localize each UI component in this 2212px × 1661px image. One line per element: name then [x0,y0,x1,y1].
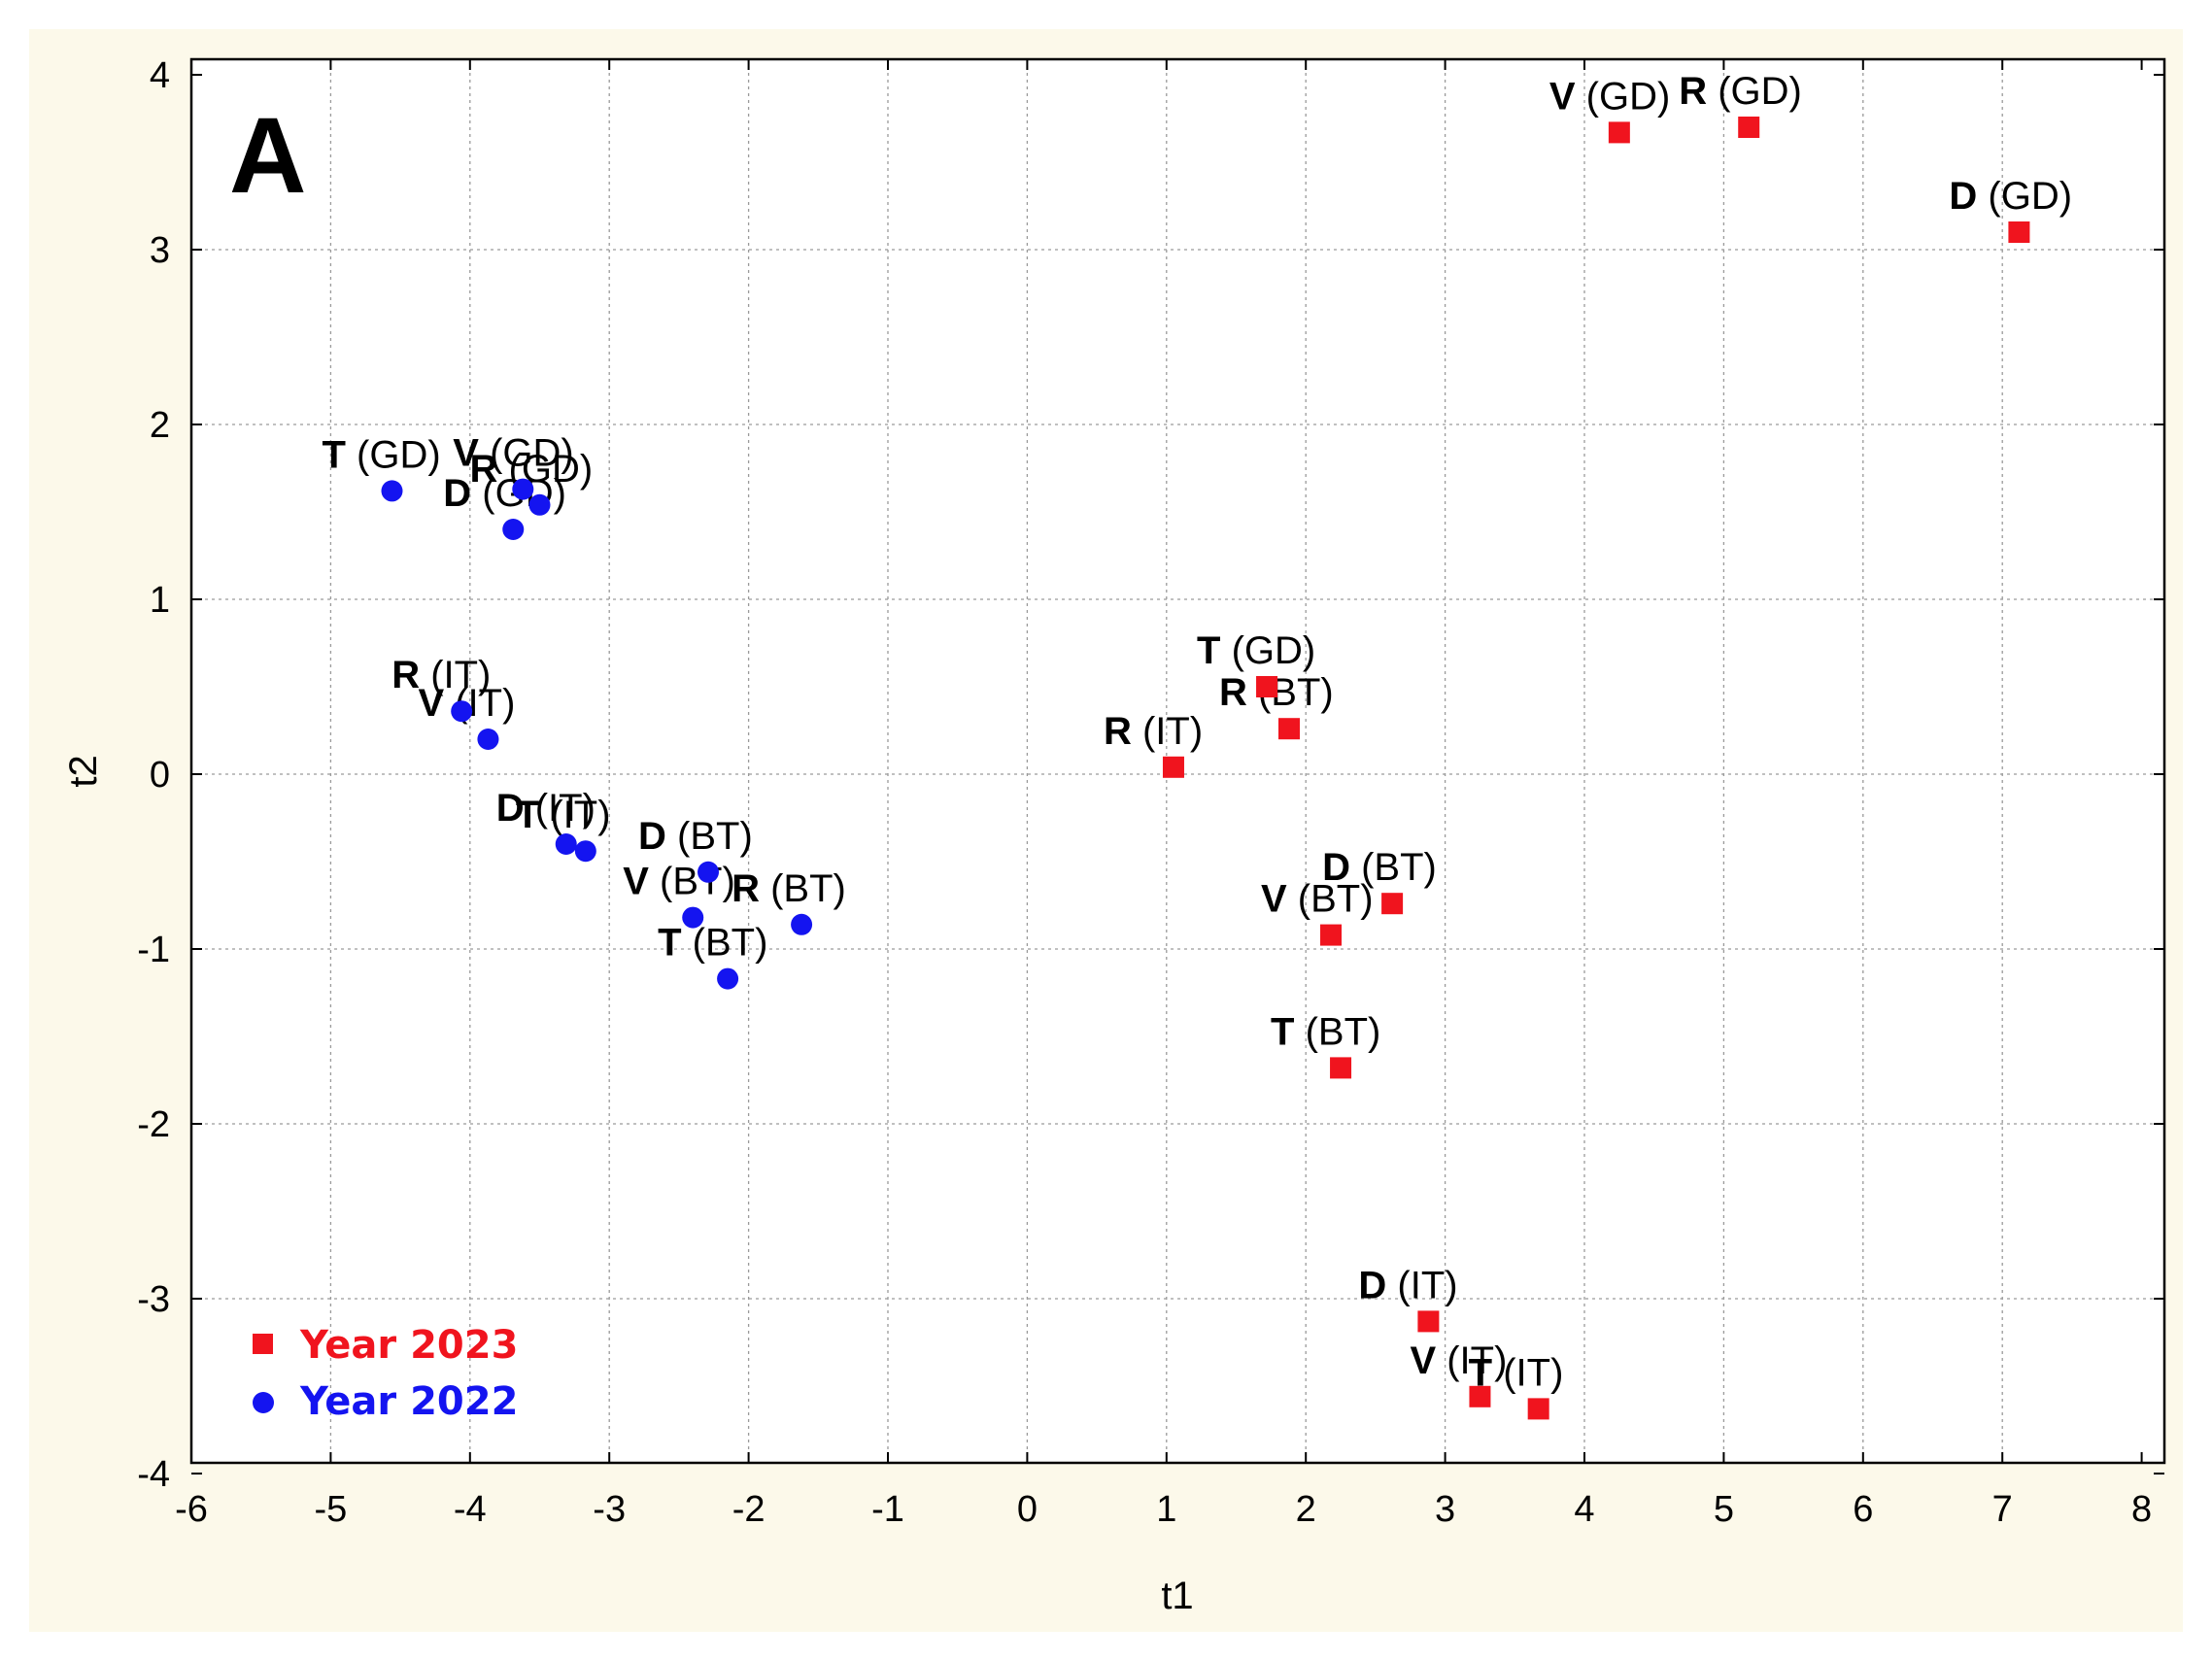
x-tick-label: 5 [1714,1489,1734,1530]
point-2022-r-it [451,700,473,723]
x-tick-label: 6 [1853,1489,1873,1530]
x-tick-label: 2 [1296,1489,1316,1530]
panel-label: A [229,96,306,216]
point-2022-t-it [574,840,596,863]
x-tick-label: -4 [454,1489,487,1530]
x-tick-label: -1 [871,1489,904,1530]
point-label-r-it: R (IT) [391,654,491,696]
legend: Year 2023 Year 2022 [253,1323,518,1424]
legend-marker-square [253,1334,273,1354]
point-label-v-gd: V (GD) [453,432,573,475]
x-tick-label: 4 [1574,1489,1594,1530]
point-2022-d-gd [502,519,525,540]
point-2023-t-it [1527,1398,1549,1420]
axis-ticks [190,59,2164,1475]
legend-label-year-2022: Year 2022 [299,1379,518,1424]
point-2022-r-bt [791,913,813,935]
y-tick-label: 3 [150,230,170,271]
x-tick-label: 3 [1435,1489,1455,1530]
x-tick-label: 8 [2131,1489,2152,1530]
point-2022-d-bt [698,861,720,883]
point-label-d-gd: D (GD) [1949,175,2072,218]
point-2023-v-gd [1608,121,1630,144]
point-label-t-bt: T (BT) [658,922,767,965]
x-tick-label: 1 [1156,1489,1176,1530]
x-tick-label: -6 [175,1489,208,1530]
point-label-r-gd: R (GD) [1679,70,1802,113]
y-axis-title: t2 [62,755,105,787]
y-tick-label: 0 [150,755,170,796]
point-label-t-gd: T (GD) [1197,629,1315,672]
point-2022-r-gd [528,493,551,516]
point-label-t-bt: T (BT) [1271,1010,1380,1053]
y-tick-label: -4 [137,1454,170,1495]
y-tick-label: -1 [137,930,170,970]
x-tick-label: -5 [315,1489,348,1530]
x-tick-label: 7 [1992,1489,2013,1530]
tick-labels: -6 -5 -4 -3 -2 -1 0 1 2 3 4 5 6 7 8 -4 -3 -2 -1 0 1 2 3 4 [137,55,2152,1530]
point-2022-v-it [477,729,499,750]
x-tick-label: -3 [593,1489,626,1530]
point-label-t-gd: T (GD) [322,433,440,476]
point-label-r-gd: R (GD) [470,448,594,491]
point-2023-t-gd [1256,676,1278,697]
point-2023-v-bt [1320,924,1343,946]
point-2023-v-it [1469,1385,1491,1407]
point-label-t-it: T (IT) [516,794,611,836]
point-2023-d-it [1417,1310,1440,1333]
x-axis-title: t1 [1161,1575,1193,1617]
x-tick-label: 0 [1017,1489,1038,1530]
y-tick-label: -3 [137,1279,170,1320]
point-label-d-it: D (IT) [496,787,596,830]
point-label-d-bt: D (BT) [638,815,753,858]
y-tick-label: -2 [137,1104,170,1145]
legend-marker-circle [253,1392,274,1413]
point-2023-d-bt [1381,893,1404,915]
point-2022-v-bt [682,906,704,929]
point-label-r-bt: R (BT) [732,867,846,910]
point-label-d-bt: D (BT) [1322,846,1437,889]
legend-label-year-2023: Year 2023 [299,1323,518,1368]
point-2022-t-gd [381,480,403,502]
point-label-r-it: R (IT) [1104,710,1203,753]
point-2023-t-bt [1330,1057,1352,1079]
point-2023-r-bt [1277,718,1300,740]
point-label-v-bt: V (BT) [623,861,735,903]
x-tick-label: -2 [732,1489,766,1530]
point-2023-r-gd [1738,117,1760,138]
point-2022-t-bt [717,967,739,990]
point-label-v-it: V (IT) [1410,1339,1507,1382]
y-tick-label: 4 [150,55,170,96]
point-label-d-it: D (IT) [1358,1264,1457,1306]
point-2023-r-it [1162,756,1184,778]
point-2022-d-it [555,833,577,855]
y-tick-label: 1 [150,580,170,621]
point-2023-d-gd [2008,221,2030,243]
point-2022-v-gd [512,478,534,500]
point-label-v-bt: V (BT) [1261,878,1374,921]
y-tick-label: 2 [150,405,170,446]
point-labels: V (GD) R (GD)D (GD)T (GD)R (BT)R (IT)D (B… [322,70,2072,1394]
data-points [381,117,2030,1420]
point-label-v-gd: V (GD) [1549,75,1670,118]
